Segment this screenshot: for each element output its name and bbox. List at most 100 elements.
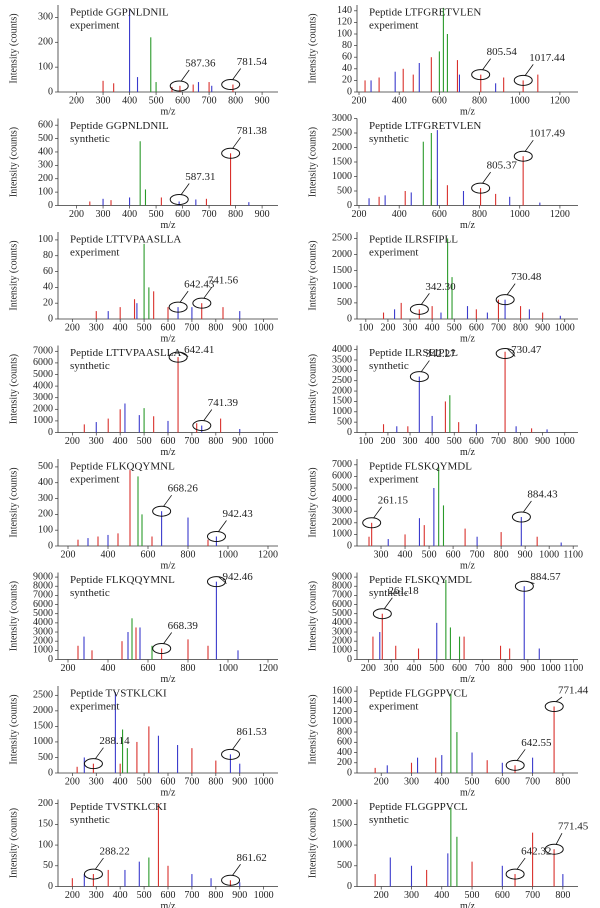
x-tick-label: 900 (520, 663, 535, 674)
annotation-label: 805.54 (487, 46, 518, 58)
y-axis-label: Intensity (counts) (8, 581, 19, 651)
y-tick-label: 2000 (332, 142, 352, 153)
x-tick-label: 500 (137, 322, 152, 333)
annotation-circle (221, 147, 241, 159)
y-tick-label: 5000 (33, 369, 53, 380)
y-tick-label: 1000 (33, 645, 53, 656)
x-axis-label: m/z (161, 447, 177, 458)
x-tick-label: 700 (525, 890, 540, 901)
y-tick-label: 300 (38, 493, 53, 504)
x-axis-label: m/z (161, 106, 177, 117)
x-tick-label: 600 (141, 549, 156, 560)
x-tick-label: 700 (202, 209, 217, 220)
x-axis-label: m/z (460, 220, 476, 231)
x-tick-label: 1100 (563, 549, 583, 560)
panel-title: Peptide GGPNLDNIL (70, 7, 169, 19)
y-tick-label: 0 (347, 881, 352, 892)
y-tick-label: 5000 (33, 608, 53, 619)
annotation-arrow (506, 283, 516, 295)
panel-title: Peptide LTFGRETVLEN (369, 7, 481, 19)
y-tick-label: 0 (347, 427, 352, 438)
x-tick-label: 200 (374, 776, 389, 787)
y-axis-label: Intensity (counts) (8, 808, 19, 878)
annotation-arrow (203, 286, 213, 299)
y-tick-label: 200 (38, 509, 53, 520)
annotation-arrow (180, 69, 190, 82)
y-tick-label: 5000 (332, 608, 352, 619)
panel-title: Peptide FLKQQYMNL (70, 574, 175, 586)
annotation-circle (83, 868, 103, 880)
x-tick-label: 300 (403, 322, 418, 333)
panel-subtitle: experiment (70, 20, 119, 32)
y-tick-label: 100 (337, 28, 352, 39)
panel-subtitle: synthetic (369, 587, 409, 599)
annotation-arrow (232, 864, 241, 876)
annotation-label: 288.22 (99, 846, 129, 858)
annotation-arrow (482, 171, 491, 184)
annotation-label: 261.15 (378, 494, 409, 506)
x-tick-label: 800 (208, 322, 223, 333)
x-tick-label: 900 (255, 95, 270, 106)
y-tick-label: 4000 (33, 380, 53, 391)
y-tick-label: 3000 (332, 626, 352, 637)
x-tick-label: 600 (432, 95, 447, 106)
panel-title: Peptide TVSTKLCKI (70, 801, 167, 813)
panel-title: Peptide FLSKQYMDL (369, 574, 472, 586)
y-tick-label: 800 (337, 726, 352, 737)
y-tick-label: 20 (43, 297, 53, 308)
x-tick-label: 1200 (550, 95, 570, 106)
y-tick-label: 500 (337, 297, 352, 308)
y-tick-label: 0 (48, 200, 53, 211)
x-axis-label: m/z (161, 560, 177, 571)
y-tick-label: 50 (43, 860, 53, 871)
annotation-circle (221, 79, 241, 91)
x-tick-label: 500 (465, 890, 480, 901)
annotation-circle (495, 348, 515, 359)
y-tick-label: 8000 (33, 581, 53, 592)
annotation-arrow (179, 290, 189, 303)
x-tick-label: 400 (392, 95, 407, 106)
y-axis-label: Intensity (counts) (307, 808, 318, 878)
y-axis-label: Intensity (counts) (8, 467, 19, 537)
x-tick-label: 600 (161, 776, 176, 787)
y-tick-label: 6000 (332, 471, 352, 482)
x-tick-label: 200 (65, 322, 80, 333)
x-axis-label: m/z (460, 447, 476, 458)
annotation-label: 342.27 (425, 348, 456, 360)
annotation-arrow (232, 137, 241, 149)
annotation-arrow (526, 580, 535, 584)
y-tick-label: 1600 (332, 685, 352, 696)
y-tick-label: 1000 (33, 736, 53, 747)
y-tick-label: 2000 (332, 385, 352, 396)
y-tick-label: 400 (38, 477, 53, 488)
x-tick-label: 700 (475, 663, 490, 674)
panel-title: Peptide FLSKQYMDL (369, 461, 472, 473)
x-tick-label: 1000 (254, 322, 274, 333)
y-tick-label: 3000 (332, 505, 352, 516)
x-tick-label: 500 (149, 209, 164, 220)
y-tick-label: 1500 (332, 265, 352, 276)
panel-subtitle: experiment (70, 247, 119, 259)
annotation-label: 741.56 (208, 275, 239, 287)
x-tick-label: 800 (208, 776, 223, 787)
y-tick-label: 1400 (332, 696, 352, 707)
y-tick-label: 60 (43, 266, 53, 277)
annotation-label: 587.36 (185, 58, 216, 70)
x-tick-label: 200 (65, 890, 80, 901)
x-tick-label: 1000 (218, 549, 238, 560)
x-tick-label: 200 (352, 95, 367, 106)
annotation-label: 884.57 (530, 571, 561, 583)
x-tick-label: 200 (65, 776, 80, 787)
annotation-label: 884.43 (527, 489, 558, 501)
annotation-circle (168, 351, 188, 363)
x-axis-label: m/z (460, 106, 476, 117)
y-tick-label: 5000 (332, 482, 352, 493)
y-tick-label: 7000 (33, 590, 53, 601)
x-tick-label: 200 (69, 209, 84, 220)
x-axis-label: m/z (161, 220, 177, 231)
annotation-circle (362, 517, 382, 529)
annotation-circle (192, 420, 212, 432)
y-tick-label: 3500 (332, 354, 352, 365)
y-tick-label: 7000 (33, 346, 53, 357)
